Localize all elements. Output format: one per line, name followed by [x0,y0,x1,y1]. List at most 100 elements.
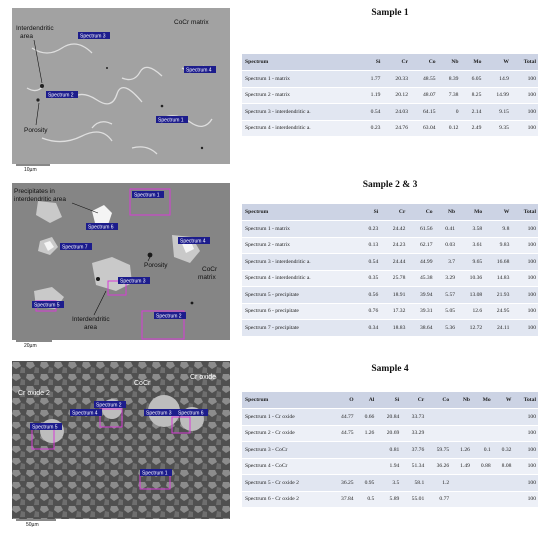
table-cell: 1.77 [359,70,383,88]
table-cell: 9.8 [484,220,512,238]
annotation-porosity: Porosity [24,127,48,134]
sem-image-sample-2-3: Precipitates in interdendritic area Poro… [12,183,230,351]
table-cell: 14.9 [483,70,511,88]
table-cell: 100 [511,253,538,271]
table-row: Spectrum 3 - CoCr 0.81 37.76 59.75 1.26 0.1 0.… [242,441,538,459]
column-header: Nb [434,204,458,221]
annotation-precipitates: Precipitates in [14,188,55,195]
table-cell: 20.69 [376,425,402,442]
table-row: Spectrum 1 - Cr oxide 44.77 0.66 20.84 33.73… [242,408,538,426]
table-cell: Spectrum 1 - Cr oxide [242,408,331,426]
table-header-row: Spectrum Si Cr Co Nb Mo W Total [242,54,538,71]
table-cell: 2.14 [460,103,484,121]
table-cell: Spectrum 1 - matrix [242,220,358,238]
table-cell: 1.26 [451,441,472,459]
table-cell [492,474,514,492]
column-header: Cr [380,204,408,221]
spectrum-tag: Spectrum 3 [120,279,146,285]
table-row: Spectrum 6 - precipitate 0.76 17.32 39.31 5.… [242,303,538,320]
column-header: Si [357,204,381,221]
table-cell: 62.17 [407,237,435,254]
table-cell: 44.99 [407,253,435,271]
table-cell: 20.12 [382,87,410,104]
table-cell: 13.08 [457,286,485,304]
table-cell: Spectrum 5 - Cr oxide 2 [242,474,331,492]
table-cell: 58.1 [401,474,427,492]
table-cell: 44.75 [330,425,356,442]
table-cell: 48.07 [410,87,438,104]
table-cell: 24.03 [382,103,410,121]
table-cell: 5.05 [434,303,458,320]
table-cell: 5.57 [434,286,458,304]
table-cell: 6.05 [460,70,484,88]
annotation-cocr-matrix: CoCr matrix [174,19,209,26]
sample-1-table: Spectrum Si Cr Co Nb Mo W Total Spectrum 1 - mat… [242,54,538,137]
table-cell: Spectrum 6 - precipitate [242,303,358,320]
table-cell: 24.11 [484,319,512,337]
table-cell: 7.38 [437,87,461,104]
table-cell [492,425,514,442]
table-cell: Spectrum 6 - Cr oxide 2 [242,491,331,508]
table-cell: 100 [511,286,538,304]
table-cell: 100 [513,458,538,475]
table-cell: Spectrum 7 - precipitate [242,319,358,337]
table-cell: 8.08 [492,458,514,475]
table-row: Spectrum 6 - Cr oxide 2 37.84 0.5 5.89 55.01… [242,491,538,508]
table-cell: Spectrum 1 - matrix [242,70,360,88]
spectrum-tag: Spectrum 7 [62,245,88,251]
scale-bar-label: 50µm [26,522,39,528]
table-cell [330,441,356,459]
table-cell: 33.73 [401,408,427,426]
table-cell: 0.03 [434,237,458,254]
table-cell: 24.23 [380,237,408,254]
table-cell: 100 [510,103,538,121]
table-cell: 0.34 [357,319,381,337]
table-cell: Spectrum 4 - interdendritic a. [242,270,358,287]
table-cell: 20.84 [376,408,402,426]
table-cell: 0.54 [359,103,383,121]
sem-image-sample-4: Cr oxide 2 CoCr Cr oxide Spectrum 4 Spec… [12,361,230,529]
spectrum-tag: Spectrum 1 [158,118,184,124]
table-cell: 0.66 [355,408,377,426]
table-cell: 37.84 [330,491,356,508]
table-cell: 21.93 [484,286,512,304]
table-cell: 0.88 [471,458,493,475]
spectrum-tag: Spectrum 5 [32,425,58,431]
table-cell: 1.2 [426,474,452,492]
table-cell: 100 [511,270,538,287]
table-cell: 3.5 [376,474,402,492]
spectrum-tag: Spectrum 1 [134,193,160,199]
sample-2-3-title: Sample 2 & 3 [362,180,418,190]
table-cell: 24.76 [382,120,410,137]
table-cell: 0.41 [434,220,458,238]
table-cell: Spectrum 3 - interdendritic a. [242,253,358,271]
table-cell: Spectrum 5 - precipitate [242,286,358,304]
table-cell: 37.76 [401,441,427,459]
table-cell: 100 [513,408,538,426]
column-header: Si [376,392,402,409]
annotation-area: area [20,33,33,40]
table-cell: 12.6 [457,303,485,320]
spectrum-tag: Spectrum 6 [88,225,114,231]
table-cell: 0.56 [357,286,381,304]
spectrum-tag: Spectrum 2 [48,93,74,99]
table-cell: 20.33 [382,70,410,88]
scale-bar-label: 20µm [24,343,37,349]
table-cell [492,491,514,508]
annotation-interdendritic-area: interdendritic area [14,196,66,203]
column-header: Total [510,54,538,71]
table-cell: 1.94 [376,458,402,475]
sample-2-3-table: Spectrum Si Cr Co Nb Mo W Total Spectrum 1 - mat… [242,204,538,337]
table-cell: 14.99 [483,87,511,104]
table-cell: 61.56 [407,220,435,238]
table-cell: 39.31 [407,303,435,320]
table-cell: 25.78 [380,270,408,287]
table-cell [471,491,493,508]
table-cell: 24.44 [380,253,408,271]
sample-1-title: Sample 1 [371,8,409,18]
table-cell: 1.19 [359,87,383,104]
table-cell: 100 [511,220,538,238]
table-cell: 0.23 [359,120,383,137]
table-cell [451,408,472,426]
spectrum-tag: Spectrum 4 [72,411,98,417]
